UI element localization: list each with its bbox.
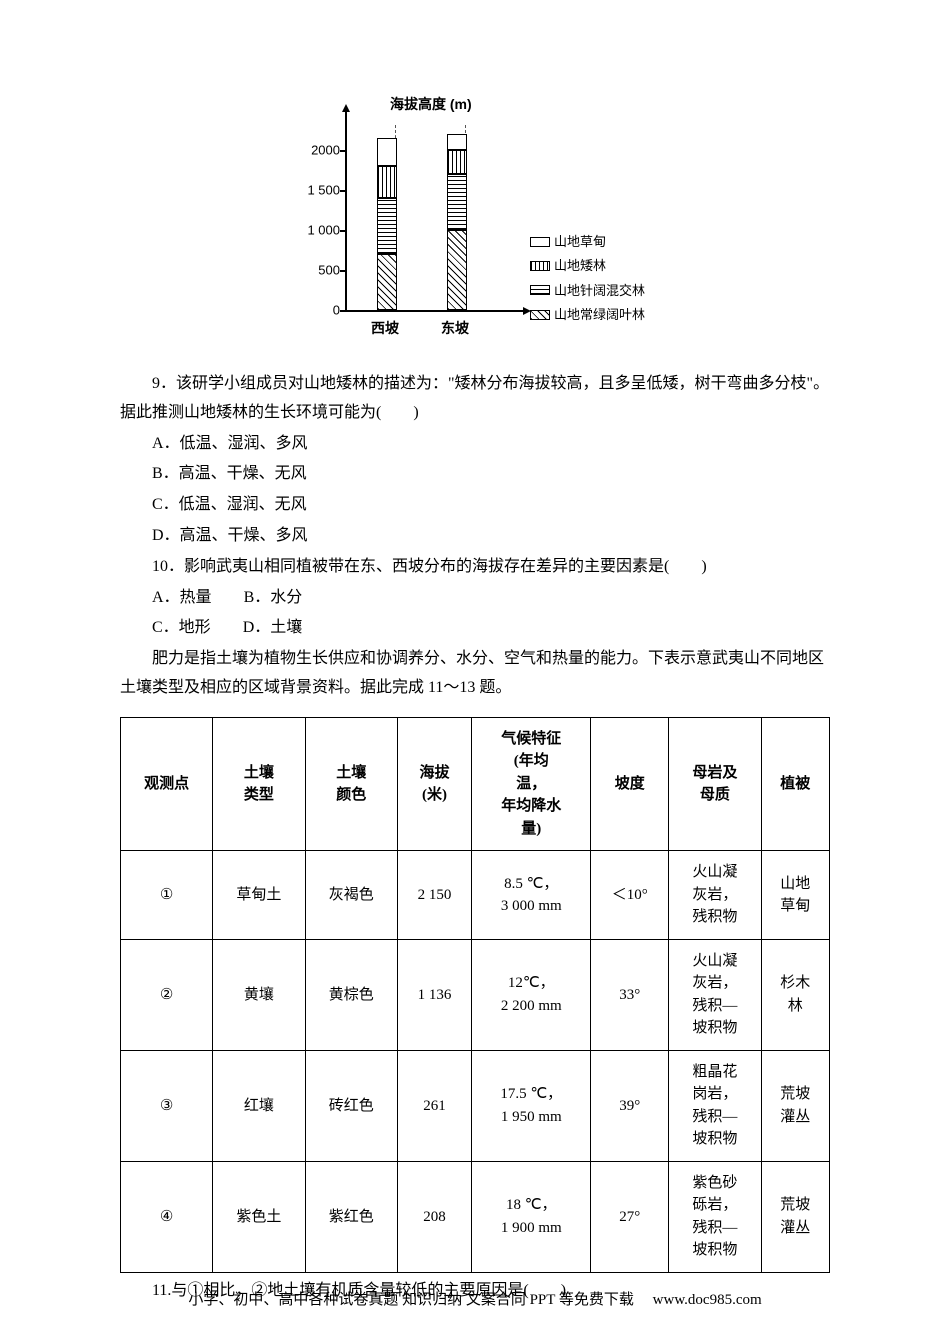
table-header: 气候特征(年均温，年均降水量) bbox=[472, 717, 591, 851]
q9-opt-a: A．低温、湿润、多风 bbox=[120, 430, 830, 459]
table-cell: 杉木林 bbox=[761, 939, 830, 1050]
y-tick bbox=[340, 230, 347, 232]
chart-canvas: 海拔高度 (m) 05001 0001 5002000 西坡 东坡 山地草甸山地… bbox=[285, 110, 665, 340]
legend-row-evergreen: 山地常绿阔叶林 bbox=[530, 303, 645, 326]
y-tick bbox=[340, 190, 347, 192]
chart-legend: 山地草甸山地矮林山地针阔混交林山地常绿阔叶林 bbox=[530, 230, 645, 328]
y-tick bbox=[340, 270, 347, 272]
legend-swatch bbox=[530, 310, 550, 320]
y-axis bbox=[345, 110, 347, 310]
table-cell: 17.5 ℃，1 950 mm bbox=[472, 1050, 591, 1161]
table-cell: 草甸土 bbox=[213, 851, 305, 940]
table-cell: 18 ℃，1 900 mm bbox=[472, 1161, 591, 1272]
x-axis bbox=[345, 310, 525, 312]
table-header: 土壤类型 bbox=[213, 717, 305, 851]
y-tick-label: 2000 bbox=[311, 138, 340, 161]
legend-swatch bbox=[530, 285, 550, 295]
legend-row-dwarf: 山地矮林 bbox=[530, 254, 645, 277]
table-cell: ＜10° bbox=[591, 851, 669, 940]
table-header: 坡度 bbox=[591, 717, 669, 851]
table-cell: 紫色土 bbox=[213, 1161, 305, 1272]
q10-stem: 10．影响武夷山相同植被带在东、西坡分布的海拔存在差异的主要因素是( ) bbox=[120, 553, 830, 582]
bar-evergreen bbox=[377, 254, 397, 310]
y-tick-label: 1 500 bbox=[307, 178, 340, 201]
y-tick-label: 0 bbox=[333, 298, 340, 321]
east-slope-label: 东坡 bbox=[441, 316, 469, 341]
table-header: 植被 bbox=[761, 717, 830, 851]
y-tick-label: 1 000 bbox=[307, 218, 340, 241]
legend-row-meadow: 山地草甸 bbox=[530, 230, 645, 253]
vegetation-chart: 海拔高度 (m) 05001 0001 5002000 西坡 东坡 山地草甸山地… bbox=[120, 110, 830, 340]
table-row: ②黄壤黄棕色1 13612℃，2 200 mm33°火山凝灰岩，残积—坡积物杉木… bbox=[121, 939, 830, 1050]
table-row: ④紫色土紫红色20818 ℃，1 900 mm27°紫色砂砾岩，残积—坡积物荒坡… bbox=[121, 1161, 830, 1272]
table-cell: ② bbox=[121, 939, 213, 1050]
q10-opt-a: A．热量 bbox=[152, 589, 212, 606]
table-cell: 荒坡灌丛 bbox=[761, 1050, 830, 1161]
table-cell: 261 bbox=[397, 1050, 471, 1161]
legend-label: 山地常绿阔叶林 bbox=[554, 303, 645, 326]
table-cell: 208 bbox=[397, 1161, 471, 1272]
table-cell: 荒坡灌丛 bbox=[761, 1161, 830, 1272]
q10-opt-d: D．土壤 bbox=[243, 619, 303, 636]
table-cell: 27° bbox=[591, 1161, 669, 1272]
table-cell: 2 150 bbox=[397, 851, 471, 940]
bar-evergreen bbox=[447, 230, 467, 310]
table-cell: 39° bbox=[591, 1050, 669, 1161]
table-cell: 33° bbox=[591, 939, 669, 1050]
legend-label: 山地矮林 bbox=[554, 254, 606, 277]
table-cell: 8.5 ℃，3 000 mm bbox=[472, 851, 591, 940]
table-cell: 火山凝灰岩，残积—坡积物 bbox=[669, 939, 761, 1050]
legend-swatch bbox=[530, 237, 550, 247]
table-header: 海拔(米) bbox=[397, 717, 471, 851]
legend-label: 山地针阔混交林 bbox=[554, 279, 645, 302]
table-header: 观测点 bbox=[121, 717, 213, 851]
footer-text: 小学、初中、高中各种试卷真题 知识归纳 文案合同 PPT 等免费下载 bbox=[188, 1292, 634, 1308]
table-cell: ④ bbox=[121, 1161, 213, 1272]
table-row: ③红壤砖红色26117.5 ℃，1 950 mm39°粗晶花岗岩，残积—坡积物荒… bbox=[121, 1050, 830, 1161]
bar-dwarf bbox=[377, 166, 397, 198]
q10-opt-c: C．地形 bbox=[152, 619, 211, 636]
soil-table: 观测点土壤类型土壤颜色海拔(米)气候特征(年均温，年均降水量)坡度母岩及母质植被… bbox=[120, 717, 830, 1273]
legend-row-mixed: 山地针阔混交林 bbox=[530, 279, 645, 302]
table-cell: 1 136 bbox=[397, 939, 471, 1050]
table-cell: 红壤 bbox=[213, 1050, 305, 1161]
table-cell: 火山凝灰岩，残积物 bbox=[669, 851, 761, 940]
footer-url: www.doc985.com bbox=[653, 1292, 762, 1308]
table-cell: 黄棕色 bbox=[305, 939, 397, 1050]
chart-y-title: 海拔高度 (m) bbox=[390, 92, 472, 117]
table-row: ①草甸土灰褐色2 1508.5 ℃，3 000 mm＜10°火山凝灰岩，残积物山… bbox=[121, 851, 830, 940]
table-cell: 12℃，2 200 mm bbox=[472, 939, 591, 1050]
table-cell: 灰褐色 bbox=[305, 851, 397, 940]
y-tick bbox=[340, 310, 347, 312]
q9-opt-d: D．高温、干燥、多风 bbox=[120, 522, 830, 551]
legend-label: 山地草甸 bbox=[554, 230, 606, 253]
table-cell: 山地草甸 bbox=[761, 851, 830, 940]
table-cell: ① bbox=[121, 851, 213, 940]
bar-meadow bbox=[377, 138, 397, 166]
table-cell: 黄壤 bbox=[213, 939, 305, 1050]
q10-opts-row2: C．地形 D．土壤 bbox=[120, 614, 830, 643]
q9-opt-c: C．低温、湿润、无风 bbox=[120, 491, 830, 520]
y-tick-label: 500 bbox=[318, 258, 340, 281]
page-footer: 小学、初中、高中各种试卷真题 知识归纳 文案合同 PPT 等免费下载 www.d… bbox=[0, 1287, 950, 1314]
q10-opts-row1: A．热量 B．水分 bbox=[120, 584, 830, 613]
table-cell: 紫红色 bbox=[305, 1161, 397, 1272]
table-header: 母岩及母质 bbox=[669, 717, 761, 851]
y-tick bbox=[340, 150, 347, 152]
bar-dwarf bbox=[447, 150, 467, 174]
legend-swatch bbox=[530, 261, 550, 271]
table-cell: 砖红色 bbox=[305, 1050, 397, 1161]
table-cell: 紫色砂砾岩，残积—坡积物 bbox=[669, 1161, 761, 1272]
bar-meadow bbox=[447, 134, 467, 150]
q9-opt-b: B．高温、干燥、无风 bbox=[120, 460, 830, 489]
table-cell: 粗晶花岗岩，残积—坡积物 bbox=[669, 1050, 761, 1161]
west-slope-label: 西坡 bbox=[371, 316, 399, 341]
bar-mixed bbox=[447, 174, 467, 230]
table-header: 土壤颜色 bbox=[305, 717, 397, 851]
table-cell: ③ bbox=[121, 1050, 213, 1161]
q10-opt-b: B．水分 bbox=[244, 589, 303, 606]
q9-stem: 9．该研学小组成员对山地矮林的描述为："矮林分布海拔较高，且多呈低矮，树干弯曲多… bbox=[120, 370, 830, 428]
passage-2: 肥力是指土壤为植物生长供应和协调养分、水分、空气和热量的能力。下表示意武夷山不同… bbox=[120, 645, 830, 703]
bar-mixed bbox=[377, 198, 397, 254]
